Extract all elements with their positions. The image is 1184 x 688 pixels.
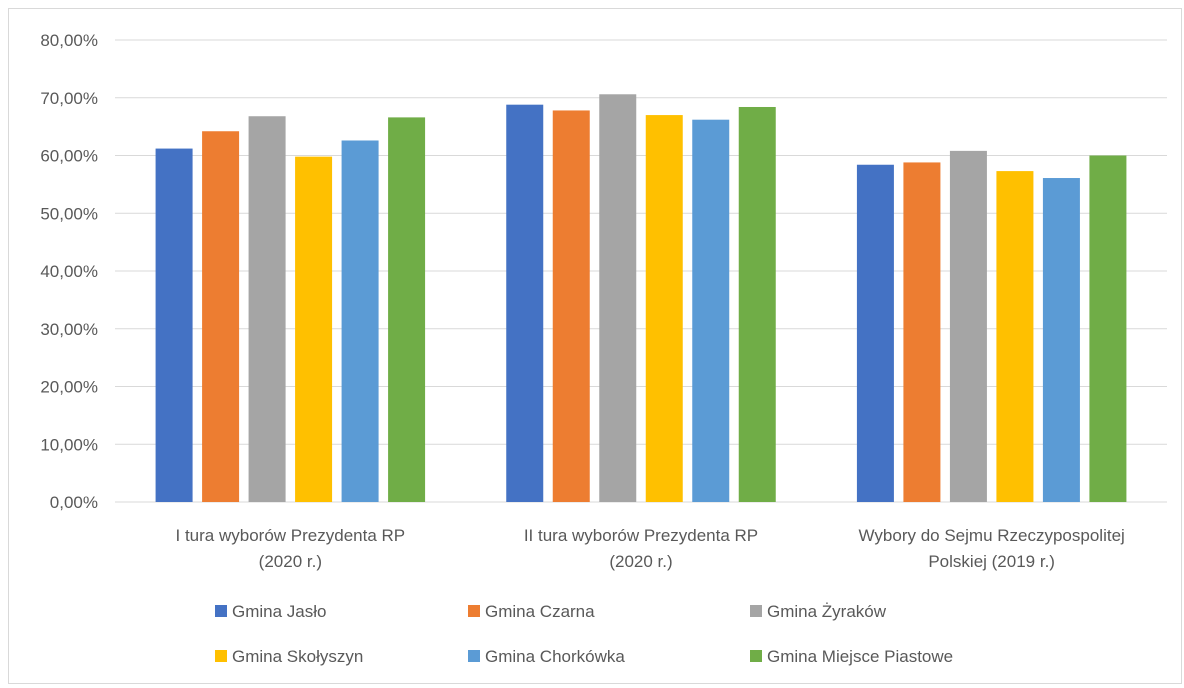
legend-label: Gmina Miejsce Piastowe: [767, 647, 953, 666]
legend-label: Gmina Chorkówka: [485, 647, 625, 666]
bar: [295, 156, 333, 502]
bar: [248, 116, 286, 502]
bar: [552, 110, 590, 502]
y-tick-label: 30,00%: [40, 320, 98, 339]
y-tick-label: 0,00%: [50, 493, 98, 512]
bar: [1042, 178, 1080, 502]
y-tick-label: 40,00%: [40, 262, 98, 281]
legend-swatch: [750, 650, 762, 662]
legend-swatch: [468, 650, 480, 662]
y-tick-label: 10,00%: [40, 435, 98, 454]
bar: [949, 150, 987, 502]
bar: [738, 106, 776, 503]
bar: [996, 171, 1034, 502]
y-tick-label: 80,00%: [40, 31, 98, 50]
legend-swatch: [750, 605, 762, 617]
legend-swatch: [215, 650, 227, 662]
bar: [202, 131, 240, 502]
legend-label: Gmina Czarna: [485, 602, 595, 621]
legend-label: Gmina Żyraków: [767, 602, 887, 621]
bar: [1089, 155, 1127, 502]
y-tick-label: 50,00%: [40, 204, 98, 223]
bar: [388, 117, 426, 502]
y-tick-label: 60,00%: [40, 147, 98, 166]
legend-label: Gmina Skołyszyn: [232, 647, 363, 666]
legend-swatch: [468, 605, 480, 617]
legend-swatch: [215, 605, 227, 617]
x-category-label: I tura wyborów Prezydenta RP (2020 r.): [176, 526, 406, 571]
bar: [856, 164, 894, 503]
legend-label: Gmina Jasło: [232, 602, 326, 621]
bar: [692, 119, 730, 502]
x-category-label: II tura wyborów Prezydenta RP (2020 r.): [524, 526, 758, 571]
bar: [599, 94, 637, 502]
y-tick-label: 70,00%: [40, 89, 98, 108]
y-tick-label: 20,00%: [40, 378, 98, 397]
bar: [645, 115, 683, 502]
bar: [155, 148, 193, 502]
bar: [903, 162, 941, 502]
bar: [506, 104, 544, 503]
x-category-label: Wybory do Sejmu Rzeczypospolitej Polskiej…: [859, 526, 1125, 571]
bar: [341, 140, 379, 503]
